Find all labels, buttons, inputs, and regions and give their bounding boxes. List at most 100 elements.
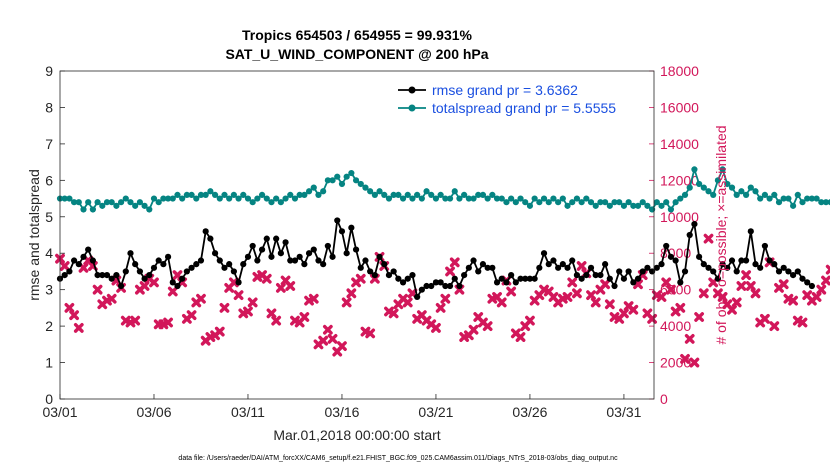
rmse-point: [103, 271, 111, 279]
rmse-point: [592, 271, 599, 279]
obs-count-point-core: [95, 287, 100, 293]
obs-count-point-core: [447, 269, 453, 274]
x-tick-label: 03/06: [136, 404, 171, 420]
totalspread-point: [719, 166, 726, 173]
x-tick-label: 03/11: [231, 404, 265, 420]
totalspread-point: [804, 195, 811, 202]
rmse-point: [202, 228, 209, 235]
rmse-point: [517, 275, 524, 282]
totalspread-point: [174, 191, 181, 199]
totalspread-point: [432, 195, 440, 202]
rmse-point: [461, 271, 468, 279]
rmse-point: [667, 253, 675, 260]
rmse-point: [230, 268, 237, 275]
x-axis-label: Mar.01,2018 00:00:00 start: [273, 427, 440, 443]
totalspread-point: [216, 195, 223, 202]
rmse-point: [808, 282, 815, 290]
obs-count-point-core: [781, 281, 787, 287]
obs-count-point-core: [367, 331, 373, 336]
totalspread-point: [94, 199, 101, 206]
totalspread-point: [442, 195, 449, 202]
y-tick-label: 1: [45, 355, 53, 371]
rmse-point: [277, 250, 284, 257]
totalspread-point: [573, 195, 581, 202]
rmse-point: [630, 279, 637, 286]
obs-count-point-core: [621, 310, 627, 316]
totalspread-point: [61, 195, 68, 202]
obs-count-point-core: [236, 292, 241, 298]
totalspread-point: [818, 199, 825, 206]
rmse-point: [390, 268, 397, 275]
rmse-point: [362, 257, 369, 264]
obs-count-point-core: [485, 323, 491, 329]
obs-count-point-core: [66, 305, 72, 311]
rmse-point: [127, 250, 134, 257]
totalspread-point: [540, 195, 548, 202]
rmse-point: [376, 253, 383, 260]
totalspread-point: [446, 195, 454, 202]
totalspread-point: [324, 177, 331, 184]
totalspread-point: [362, 184, 369, 191]
obs-count-point-core: [687, 336, 693, 342]
x-tick-label: 03/01: [42, 404, 77, 420]
rmse-point: [263, 235, 270, 242]
totalspread-point: [113, 202, 120, 209]
rmse-point: [305, 250, 313, 257]
rmse-point: [719, 261, 726, 268]
rmse-point: [381, 261, 388, 268]
rmse-point: [404, 275, 411, 282]
rmse-point: [155, 257, 162, 264]
totalspread-point: [489, 191, 496, 199]
totalspread-point: [85, 199, 92, 206]
rmse-point: [80, 253, 87, 260]
rmse-point: [639, 268, 646, 275]
rmse-point: [555, 264, 562, 271]
totalspread-point: [536, 199, 543, 206]
rmse-point: [493, 279, 501, 286]
totalspread-point: [80, 206, 87, 213]
totalspread-point: [559, 195, 566, 202]
rmse-point: [221, 264, 228, 271]
obs-count-point-core: [165, 320, 171, 325]
totalspread-point: [367, 188, 374, 195]
rmse-point: [705, 264, 712, 271]
obs-count-point-core: [287, 283, 293, 289]
totalspread-point: [587, 199, 595, 206]
obs-count-point-core: [734, 300, 740, 305]
totalspread-point: [710, 191, 717, 199]
obs-count-series: [55, 233, 830, 368]
rmse-point: [446, 282, 454, 290]
y2-tick-label: 12000: [660, 172, 699, 188]
x-axis-ticks: 03/01 03/06 03/11 03/16 03/21 03/26 03/31: [42, 394, 642, 420]
totalspread-point: [672, 199, 679, 206]
rmse-point: [696, 253, 703, 260]
obs-count-point-core: [748, 283, 754, 289]
totalspread-point: [517, 195, 524, 202]
obs-count-point-core: [569, 279, 575, 285]
totalspread-point: [503, 199, 510, 206]
rmse-point: [226, 261, 233, 268]
rmse-point: [479, 261, 487, 268]
rmse-point: [113, 271, 120, 279]
obs-count-point-core: [405, 300, 411, 305]
obs-count-point-core: [692, 360, 697, 365]
rmse-point: [146, 271, 153, 279]
totalspread-point: [155, 199, 162, 206]
totalspread-point: [150, 195, 158, 202]
rmse-point: [484, 264, 491, 271]
rmse-point: [338, 228, 346, 235]
rmse-point: [357, 264, 364, 271]
totalspread-point: [785, 195, 792, 202]
totalspread-point: [404, 191, 411, 199]
obs-count-point-core: [668, 287, 674, 293]
y2-tick-label: 16000: [660, 99, 699, 115]
totalspread-point: [183, 191, 190, 199]
totalspread-point: [310, 184, 317, 191]
totalspread-point: [263, 195, 270, 202]
totalspread-point: [249, 199, 256, 206]
totalspread-point: [258, 191, 266, 199]
rmse-point: [475, 268, 482, 275]
obs-count-point-core: [663, 279, 669, 285]
rmse-point: [343, 250, 350, 257]
rmse-point: [766, 257, 773, 264]
